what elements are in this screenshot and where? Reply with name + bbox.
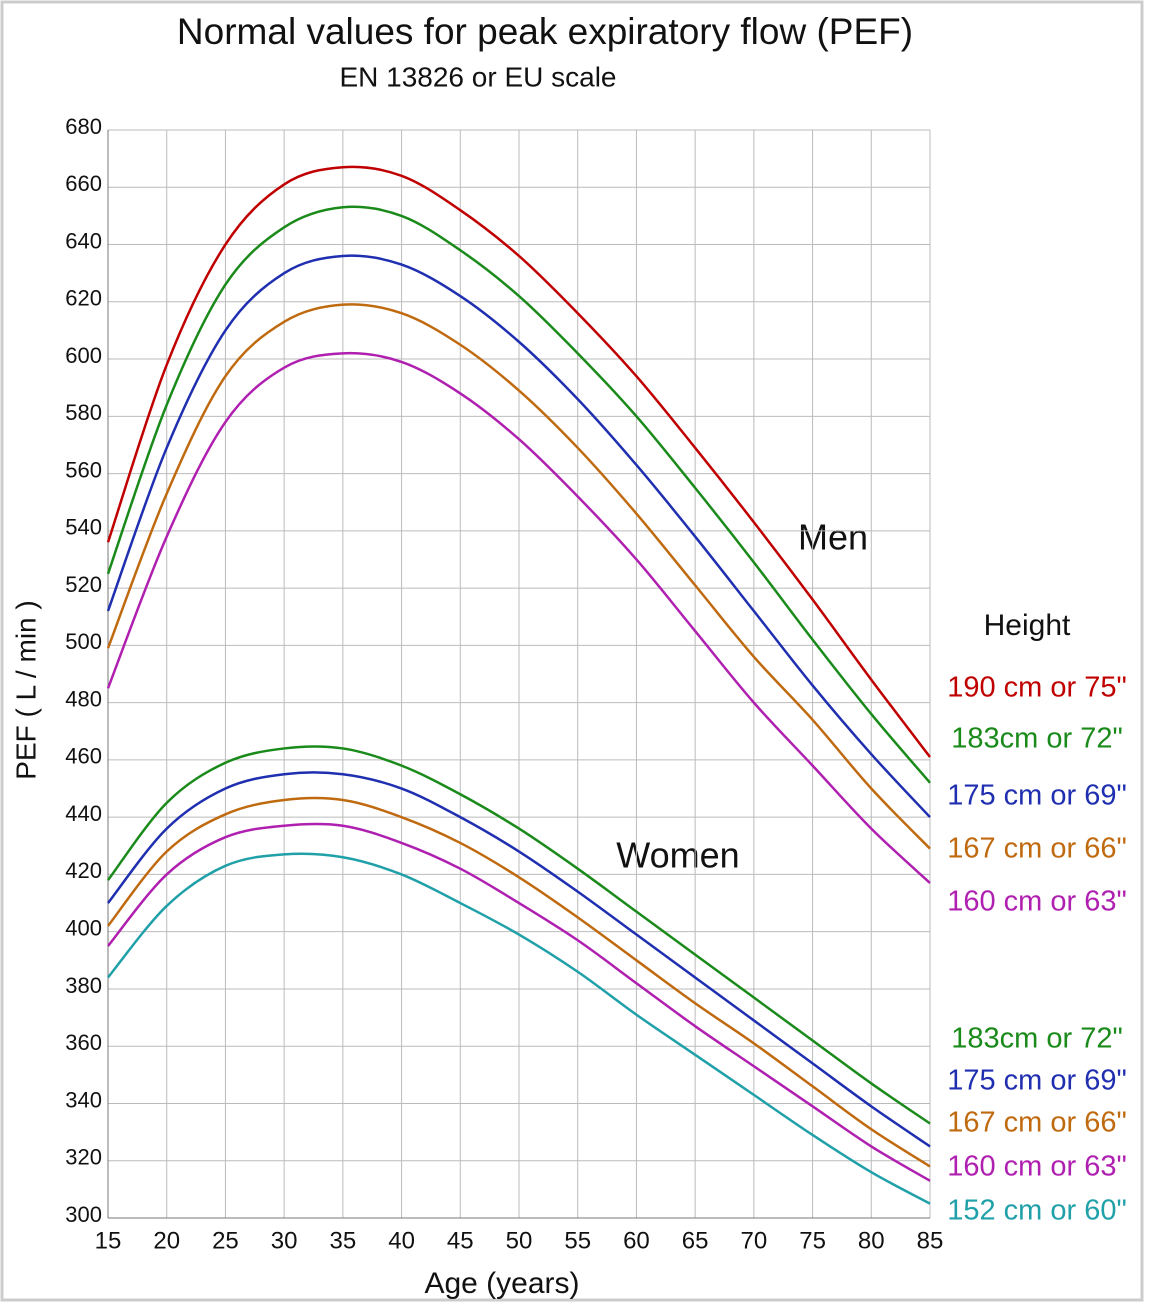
x-tick-label: 65	[682, 1227, 709, 1254]
x-tick-label: 15	[95, 1227, 122, 1254]
chart-subtitle: EN 13826 or EU scale	[339, 61, 616, 92]
x-tick-label: 20	[153, 1227, 180, 1254]
chart-title: Normal values for peak expiratory flow (…	[177, 11, 913, 52]
y-tick-label: 600	[65, 343, 102, 368]
annotation: Women	[616, 835, 739, 876]
line-series	[107, 771, 931, 1148]
x-tick-label: 35	[330, 1227, 357, 1254]
line-series	[107, 745, 931, 1125]
y-tick-label: 640	[65, 228, 102, 253]
x-tick-label: 50	[506, 1227, 533, 1254]
x-tick-label: 85	[917, 1227, 944, 1254]
x-tick-label: 75	[799, 1227, 826, 1254]
x-tick-label: 60	[623, 1227, 650, 1254]
line-series	[106, 303, 931, 850]
x-tick-label: 25	[212, 1227, 239, 1254]
x-tick-label: 80	[858, 1227, 885, 1254]
y-tick-label: 300	[65, 1202, 102, 1227]
y-tick-label: 680	[65, 114, 102, 139]
y-tick-label: 400	[65, 915, 102, 940]
line-series	[106, 351, 931, 884]
line-series	[106, 165, 931, 758]
x-tick-label: 55	[564, 1227, 591, 1254]
line-series	[106, 205, 931, 784]
y-tick-label: 580	[65, 400, 102, 425]
y-axis-label: PEF ( L / min )	[10, 600, 41, 779]
legend-label: 190 cm or 75"	[947, 672, 1127, 704]
y-tick-label: 520	[65, 572, 102, 597]
y-tick-label: 460	[65, 744, 102, 769]
y-tick-label: 340	[65, 1087, 102, 1112]
y-tick-label: 480	[65, 686, 102, 711]
y-tick-label: 560	[65, 457, 102, 482]
x-tick-label: 40	[388, 1227, 415, 1254]
legend-label: 183cm or 72"	[951, 723, 1123, 755]
y-tick-label: 660	[65, 171, 102, 196]
legend-label: 160 cm or 63"	[947, 1151, 1127, 1183]
x-axis-label: Age (years)	[424, 1267, 579, 1300]
legend-label: 183cm or 72"	[951, 1023, 1123, 1055]
legend-label: 152 cm or 60"	[947, 1195, 1127, 1227]
y-tick-label: 320	[65, 1145, 102, 1170]
x-tick-label: 70	[741, 1227, 768, 1254]
x-tick-label: 45	[447, 1227, 474, 1254]
legend-label: 175 cm or 69"	[947, 1065, 1127, 1097]
y-tick-label: 360	[65, 1030, 102, 1055]
line-series	[107, 852, 931, 1205]
line-series	[106, 254, 931, 819]
annotation: Height	[984, 609, 1071, 642]
y-tick-label: 380	[65, 973, 102, 998]
y-tick-label: 620	[65, 286, 102, 311]
legend-label: 167 cm or 66"	[947, 1107, 1127, 1139]
y-tick-label: 500	[65, 629, 102, 654]
x-tick-label: 30	[271, 1227, 298, 1254]
annotation: Men	[798, 517, 868, 558]
legend-label: 160 cm or 63"	[947, 886, 1127, 918]
y-tick-label: 440	[65, 801, 102, 826]
y-tick-label: 420	[65, 858, 102, 883]
line-series	[107, 822, 931, 1182]
legend-label: 167 cm or 66"	[947, 833, 1127, 865]
legend-label: 175 cm or 69"	[947, 780, 1127, 812]
y-tick-label: 540	[65, 515, 102, 540]
line-series	[107, 796, 931, 1168]
